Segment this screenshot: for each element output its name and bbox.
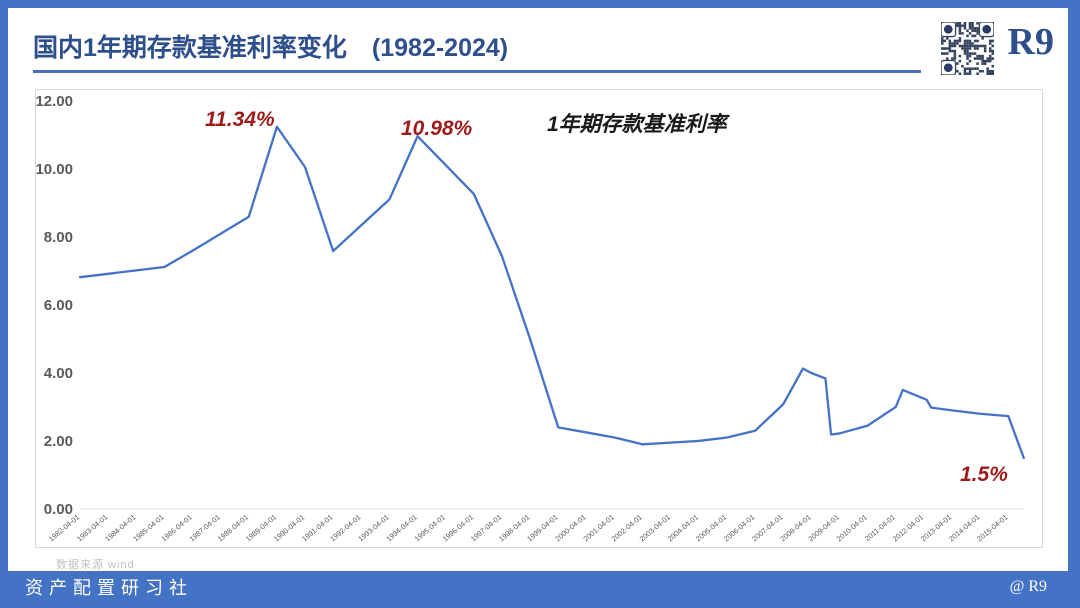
svg-text:2010-04-01: 2010-04-01 [835,513,869,544]
svg-text:8.00: 8.00 [44,229,73,246]
svg-text:2.00: 2.00 [44,433,73,450]
svg-text:12.00: 12.00 [35,93,73,110]
svg-text:6.00: 6.00 [44,297,73,314]
svg-text:10.00: 10.00 [35,161,73,178]
svg-text:4.00: 4.00 [44,365,73,382]
svg-text:0.00: 0.00 [44,501,73,518]
svg-text:2015-04-01: 2015-04-01 [975,513,1009,544]
